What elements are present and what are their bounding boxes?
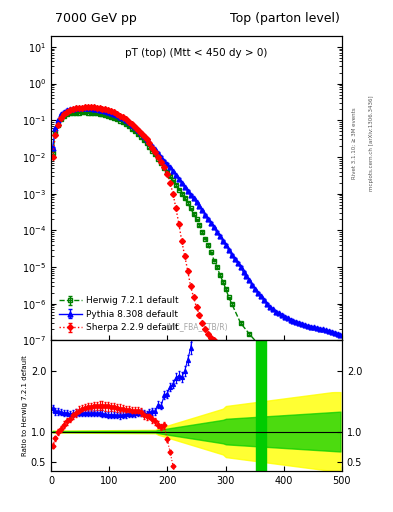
- Text: Rivet 3.1.10; ≥ 3M events: Rivet 3.1.10; ≥ 3M events: [352, 108, 357, 179]
- Bar: [256, 340, 266, 471]
- Text: mcplots.cern.ch [arXiv:1306.3436]: mcplots.cern.ch [arXiv:1306.3436]: [369, 96, 375, 191]
- Text: Top (parton level): Top (parton level): [230, 12, 340, 25]
- Text: pT (top) (Mtt < 450 dy > 0): pT (top) (Mtt < 450 dy > 0): [125, 48, 268, 58]
- Legend: Herwig 7.2.1 default, Pythia 8.308 default, Sherpa 2.2.9 default: Herwig 7.2.1 default, Pythia 8.308 defau…: [55, 293, 183, 336]
- Text: (MC_FBA_TTB/R): (MC_FBA_TTB/R): [165, 323, 228, 331]
- Text: 7000 GeV pp: 7000 GeV pp: [55, 12, 137, 25]
- Y-axis label: Ratio to Herwig 7.2.1 default: Ratio to Herwig 7.2.1 default: [22, 355, 28, 456]
